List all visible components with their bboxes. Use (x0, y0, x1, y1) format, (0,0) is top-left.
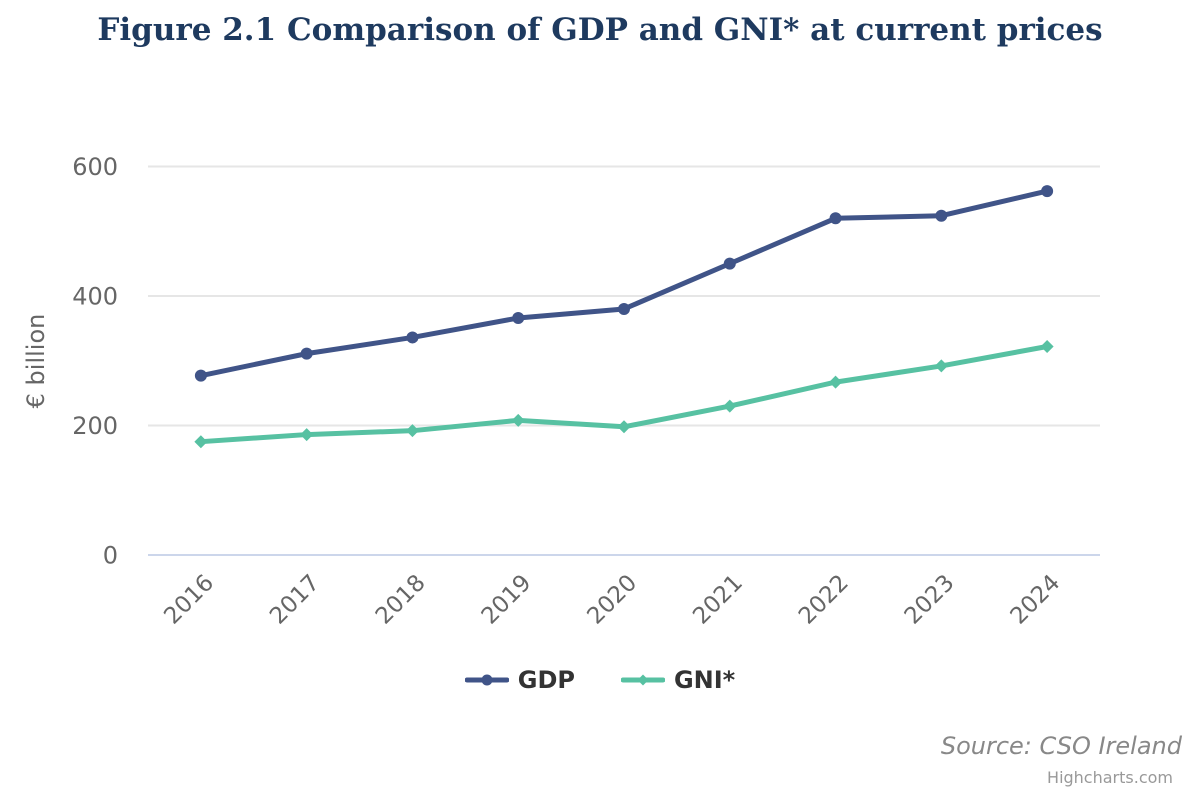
x-axis-tick-label: 2024 (1006, 570, 1066, 630)
y-axis-tick-label: 200 (72, 412, 118, 440)
legend-label-gdp: GDP (517, 666, 575, 694)
gni-data-point-marker[interactable] (405, 424, 419, 438)
chart-title: Figure 2.1 Comparison of GDP and GNI* at… (97, 12, 1103, 48)
gdp-legend-marker-icon (464, 674, 509, 686)
gdp-data-point-marker[interactable] (829, 212, 842, 225)
gni-data-point-marker[interactable] (934, 359, 948, 373)
y-axis-tick-label: 400 (72, 283, 118, 311)
x-axis-tick-label: 2016 (159, 570, 219, 630)
gdp-data-point-marker[interactable] (194, 369, 207, 382)
gni-data-point-marker[interactable] (511, 413, 525, 427)
gni-data-point-marker[interactable] (723, 399, 737, 413)
x-axis-tick-label: 2023 (900, 570, 960, 630)
legend-label-gni: GNI* (673, 666, 736, 694)
gdp-data-point-marker[interactable] (512, 312, 525, 325)
gni-data-point-marker[interactable] (617, 420, 631, 434)
x-axis-tick-label: 2019 (477, 570, 537, 630)
gni-data-point-marker[interactable] (300, 428, 314, 442)
gdp-data-point-marker[interactable] (618, 302, 630, 315)
y-axis-title: € billion (22, 314, 50, 409)
gni-data-point-marker[interactable] (829, 375, 843, 389)
gdp-series-line[interactable] (198, 188, 1050, 379)
legend-item-gdp[interactable]: GDP (464, 666, 575, 694)
gdp-data-point-marker[interactable] (406, 331, 419, 344)
y-axis-tick-label: 0 (103, 542, 118, 570)
gdp-data-point-marker[interactable] (935, 209, 948, 222)
legend-item-gni[interactable]: GNI* (620, 666, 736, 694)
source-caption: Source: CSO Ireland (940, 732, 1182, 760)
gdp-data-point-marker[interactable] (1041, 185, 1054, 198)
legend: GDP GNI* (0, 666, 1200, 694)
x-axis-tick-label: 2022 (794, 570, 854, 630)
x-axis-tick-label: 2017 (265, 570, 325, 630)
gni-data-point-marker[interactable] (1040, 340, 1054, 354)
x-axis-tick-label: 2021 (688, 570, 748, 630)
gdp-data-point-marker[interactable] (723, 257, 736, 270)
highcharts-credit[interactable]: Highcharts.com (1047, 768, 1173, 787)
gni-legend-marker-icon (620, 674, 665, 686)
gdp-data-point-marker[interactable] (300, 347, 313, 360)
x-axis-tick-label: 2018 (371, 570, 431, 630)
y-axis-tick-label: 600 (72, 153, 118, 181)
gni-data-point-marker[interactable] (194, 435, 208, 449)
x-axis-tick-label: 2020 (582, 570, 642, 630)
